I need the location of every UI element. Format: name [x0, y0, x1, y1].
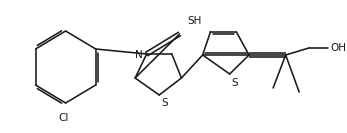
- Text: OH: OH: [330, 43, 346, 53]
- Text: S: S: [161, 98, 168, 108]
- Text: S: S: [231, 78, 238, 88]
- Text: Cl: Cl: [59, 113, 69, 123]
- Text: SH: SH: [187, 16, 202, 26]
- Text: N: N: [135, 50, 143, 60]
